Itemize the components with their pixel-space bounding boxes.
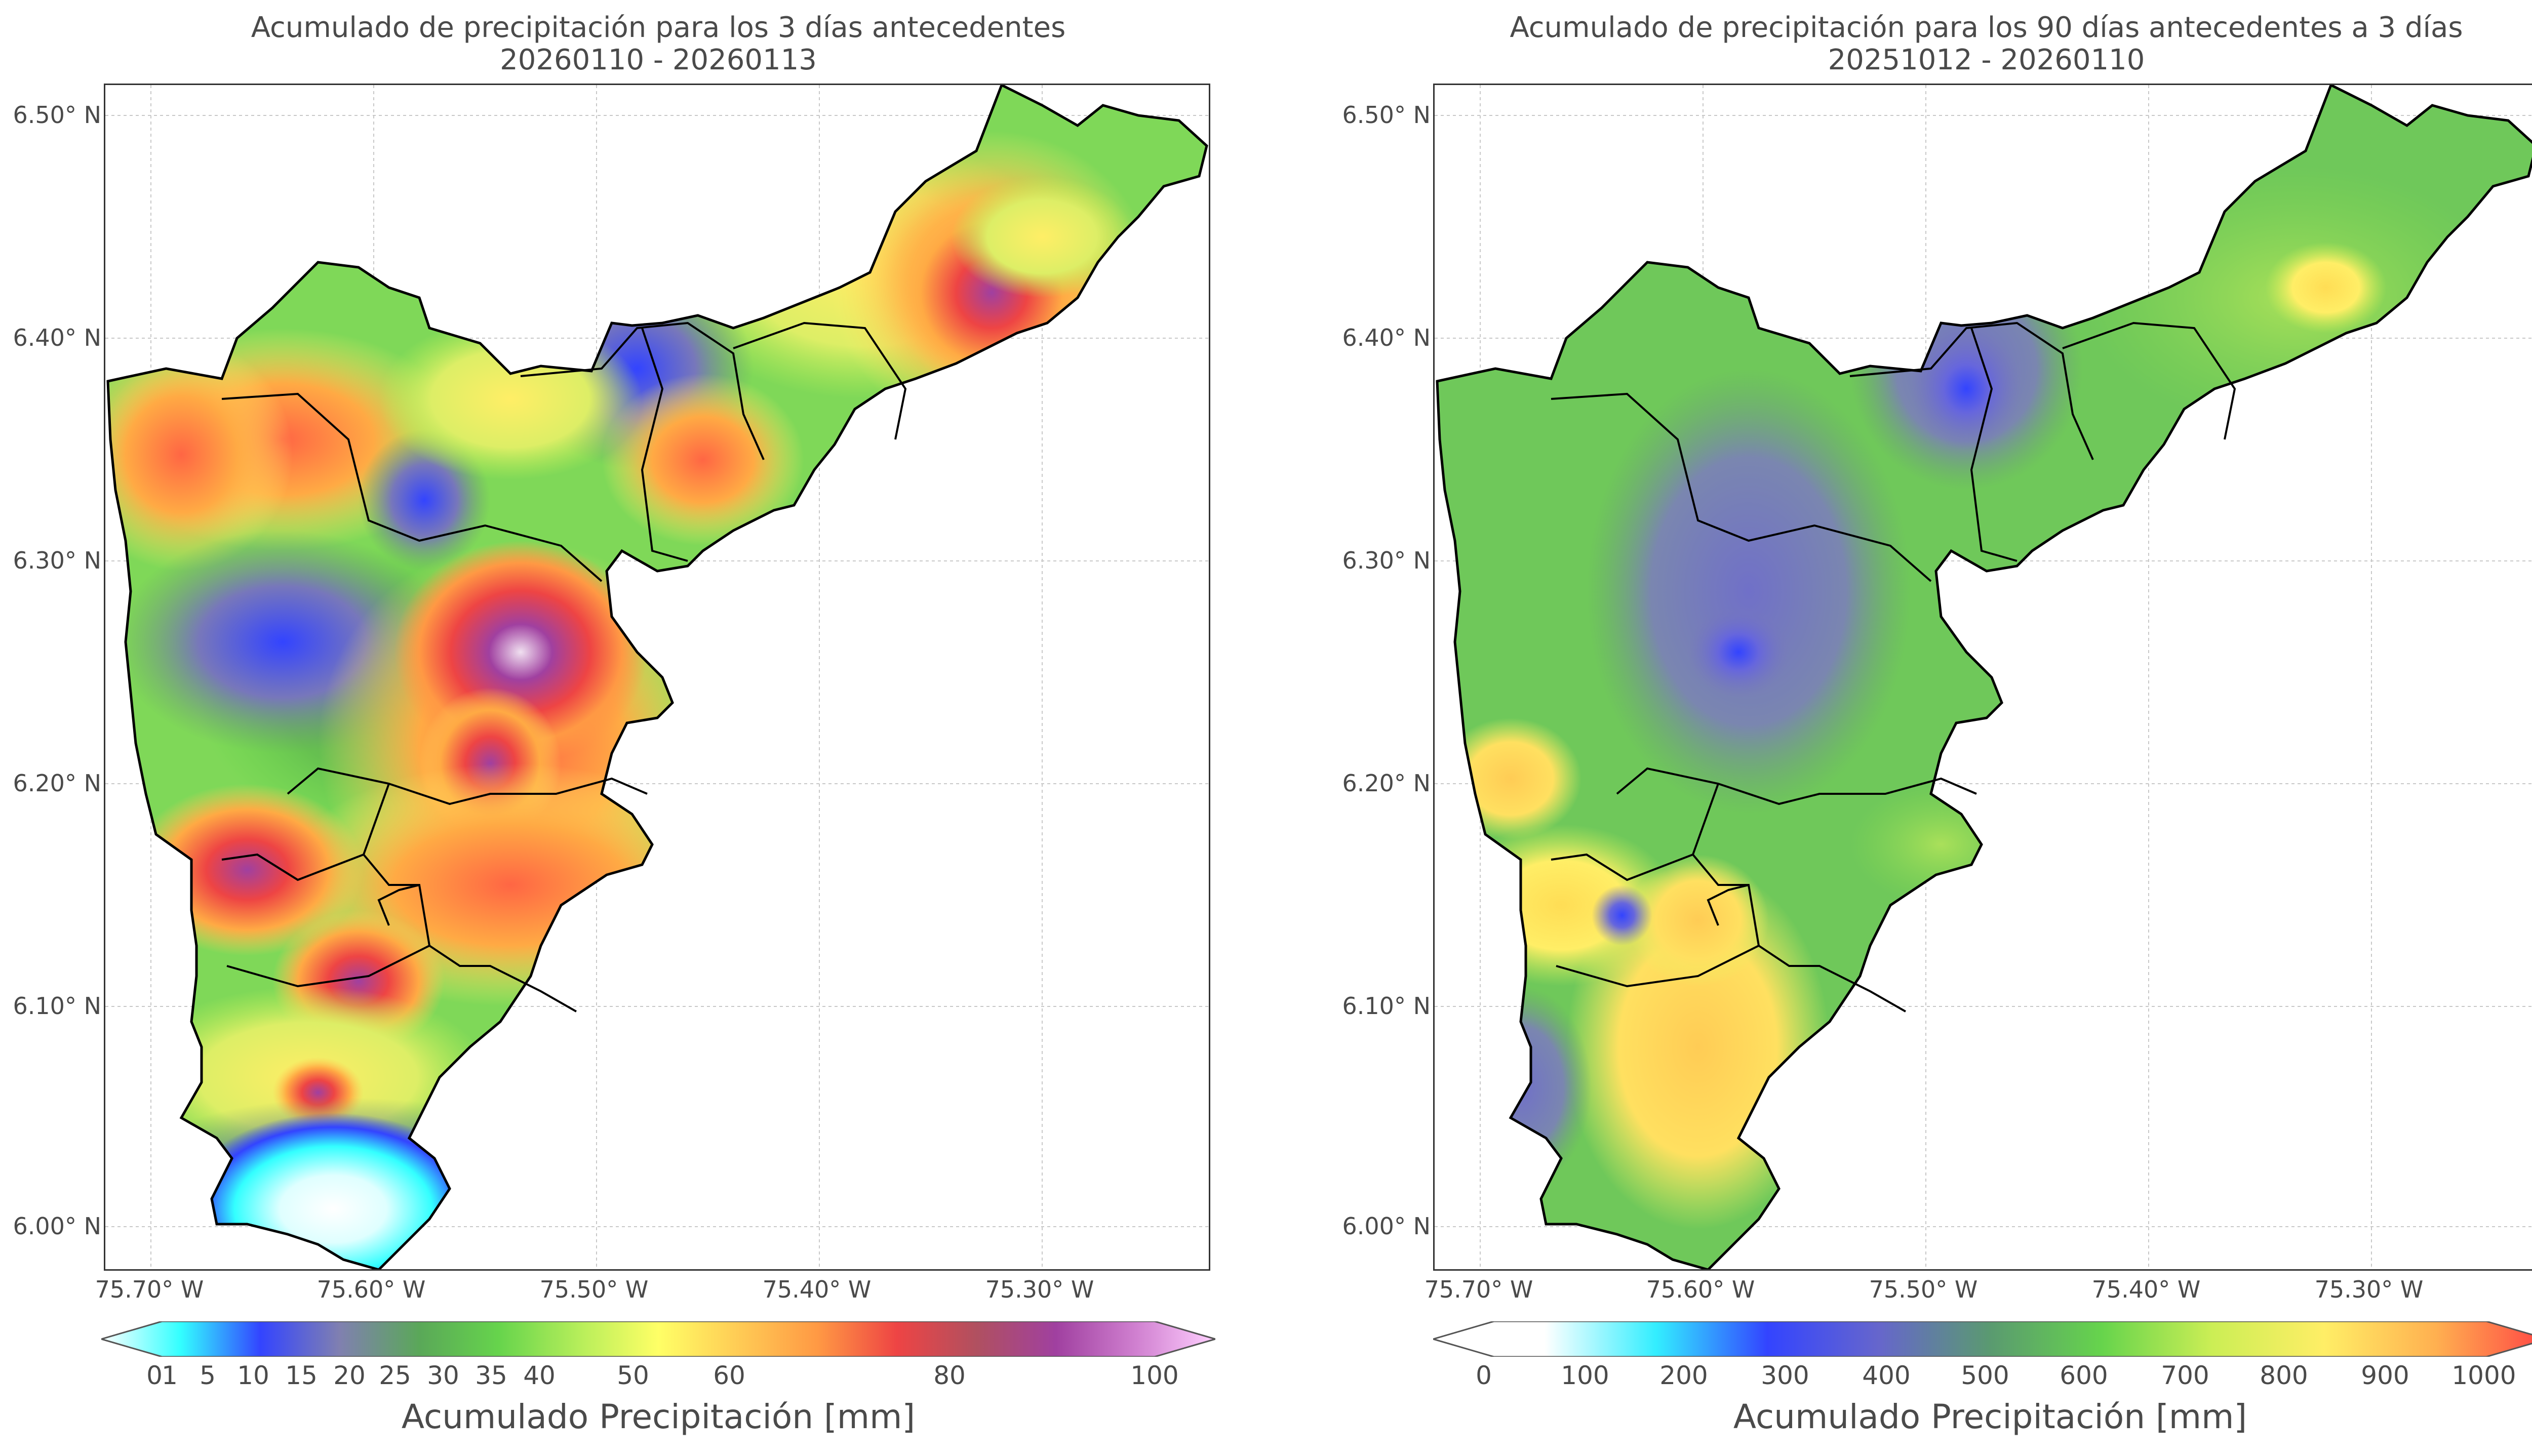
colorbar-tick: 40 — [523, 1361, 556, 1390]
lat-tick: 6.10° N — [13, 992, 101, 1020]
map-title-line2: 20260110 - 20260113 — [500, 44, 817, 76]
map-svg — [105, 85, 1209, 1269]
colorbar-tick: 35 — [475, 1361, 507, 1390]
colorbar-tick: 800 — [2260, 1361, 2308, 1390]
colorbar: 0 100 200 300 400 500 600 700 800 900 1000 Acumula… — [1433, 1321, 2532, 1456]
lon-tick: 75.50° W — [1869, 1276, 1978, 1303]
colorbar-tick: 60 — [713, 1361, 745, 1390]
lat-tick: 6.20° N — [13, 770, 101, 797]
colorbar-tick: 50 — [617, 1361, 649, 1390]
lon-tick: 75.60° W — [316, 1276, 426, 1303]
map-panel-3day: Acumulado de precipitación para los 3 dí… — [0, 0, 1241, 1456]
lon-tick: 75.70° W — [95, 1276, 204, 1303]
lat-tick: 6.50° N — [1342, 101, 1431, 129]
lon-tick: 75.30° W — [985, 1276, 1094, 1303]
colorbar-tick: 0 — [146, 1361, 163, 1390]
colorbar-gradient — [101, 1321, 1215, 1357]
municipality-boundaries — [221, 321, 907, 1013]
colorbar-tick: 10 — [237, 1361, 269, 1390]
colorbar-tick: 20 — [333, 1361, 366, 1390]
colorbar-tick: 15 — [285, 1361, 318, 1390]
lat-tick: 6.50° N — [13, 101, 101, 129]
map-frame — [1433, 84, 2532, 1271]
colorbar-tick: 100 — [1561, 1361, 1609, 1390]
colorbar-tick: 200 — [1659, 1361, 1708, 1390]
colorbar-tick: 1 — [162, 1361, 178, 1390]
lon-tick: 75.30° W — [2314, 1276, 2424, 1303]
colorbar-tick: 80 — [933, 1361, 966, 1390]
map-title-line2: 20251012 - 20260110 — [1828, 44, 2145, 76]
precipitation-field — [108, 85, 1207, 1269]
lat-tick: 6.40° N — [13, 324, 101, 351]
colorbar-label: Acumulado Precipitación [mm] — [1733, 1397, 2247, 1436]
colorbar-tick: 30 — [427, 1361, 459, 1390]
map-panel-90day: Acumulado de precipitación para los 90 d… — [1276, 0, 2532, 1456]
lat-tick: 6.00° N — [13, 1212, 101, 1240]
colorbar-tick: 0 — [1476, 1361, 1492, 1390]
colorbar: 0 1 5 10 15 20 25 30 35 40 50 60 80 100 Acumulado Pre… — [101, 1321, 1215, 1456]
lat-tick: 6.30° N — [13, 547, 101, 574]
colorbar-tick: 300 — [1761, 1361, 1809, 1390]
colorbar-tick: 1000 — [2451, 1361, 2516, 1390]
colorbar-tick: 900 — [2361, 1361, 2409, 1390]
lon-tick: 75.60° W — [1646, 1276, 1755, 1303]
lat-tick: 6.10° N — [1342, 992, 1431, 1020]
colorbar-label: Acumulado Precipitación [mm] — [401, 1397, 916, 1436]
lat-tick: 6.30° N — [1342, 547, 1431, 574]
lat-tick: 6.00° N — [1342, 1212, 1431, 1240]
lon-tick: 75.70° W — [1424, 1276, 1533, 1303]
lat-tick: 6.20° N — [1342, 770, 1431, 797]
lon-tick: 75.40° W — [2091, 1276, 2201, 1303]
colorbar-tick: 500 — [1961, 1361, 2009, 1390]
lat-tick: 6.40° N — [1342, 324, 1431, 351]
precipitation-field — [1437, 85, 2532, 1269]
map-title-line1: Acumulado de precipitación para los 90 d… — [1510, 11, 2463, 44]
colorbar-tick: 25 — [379, 1361, 411, 1390]
colorbar-tick: 100 — [1130, 1361, 1179, 1390]
municipality-boundaries — [1551, 321, 2236, 1013]
colorbar-tick: 700 — [2161, 1361, 2209, 1390]
lon-tick: 75.40° W — [762, 1276, 872, 1303]
map-title-line1: Acumulado de precipitación para los 3 dí… — [251, 11, 1066, 44]
colorbar-gradient — [1433, 1321, 2532, 1357]
map-frame — [104, 84, 1210, 1271]
lon-tick: 75.50° W — [539, 1276, 649, 1303]
map-svg — [1435, 85, 2532, 1269]
colorbar-tick: 600 — [2060, 1361, 2108, 1390]
colorbar-tick: 5 — [200, 1361, 216, 1390]
colorbar-tick: 400 — [1862, 1361, 1911, 1390]
